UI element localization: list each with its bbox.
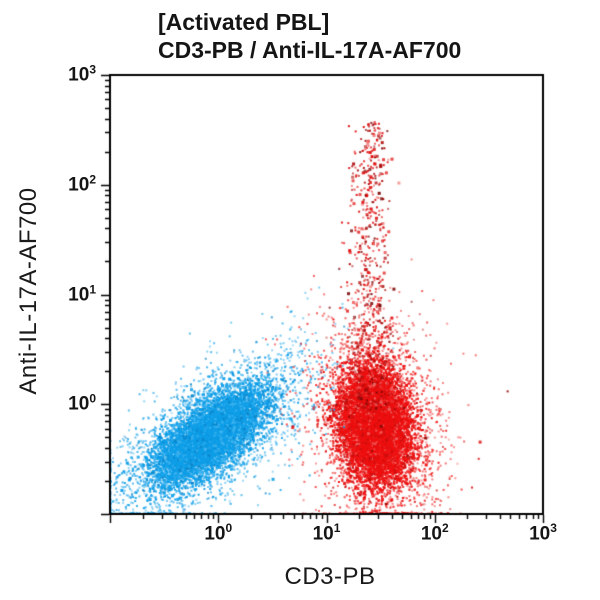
- ytick-label-3: 103: [68, 62, 96, 86]
- xtick-label-0: 100: [204, 521, 233, 545]
- ytick-label-0: 100: [68, 391, 96, 415]
- xtick-label-1: 101: [312, 521, 341, 545]
- xtick-label-2: 102: [420, 521, 449, 545]
- xtick-label-3: 103: [529, 521, 557, 545]
- x-axis-title: CD3-PB: [284, 563, 376, 590]
- ytick-label-1: 101: [68, 281, 96, 306]
- y-axis-title: Anti-IL-17A-AF700: [15, 187, 42, 395]
- ytick-label-2: 102: [68, 172, 96, 196]
